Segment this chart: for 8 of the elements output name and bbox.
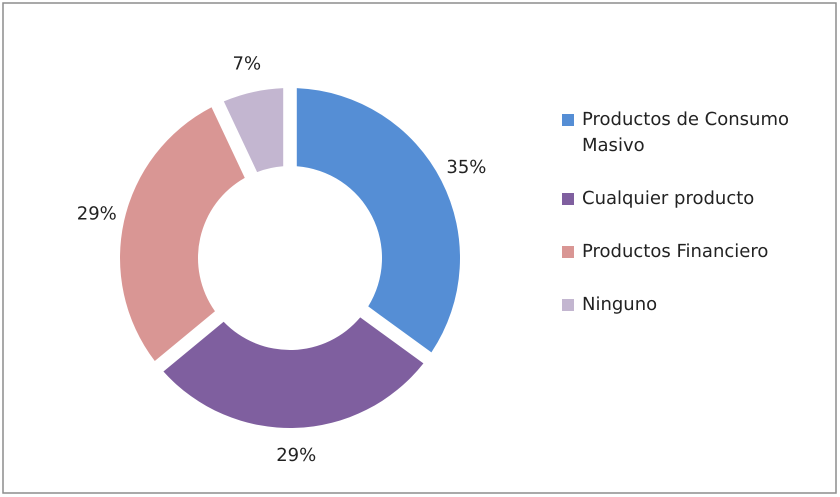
data-label: 7% (232, 54, 262, 75)
legend-label: Cualquier producto (582, 188, 754, 209)
data-label: 29% (76, 204, 117, 225)
data-label: 29% (276, 444, 316, 466)
legend-label: Ninguno (582, 294, 658, 315)
legend-label: Productos Financiero (582, 240, 768, 262)
legend-label: Productos de Consumo Masivo (582, 108, 789, 156)
data-label: 35% (446, 157, 486, 178)
